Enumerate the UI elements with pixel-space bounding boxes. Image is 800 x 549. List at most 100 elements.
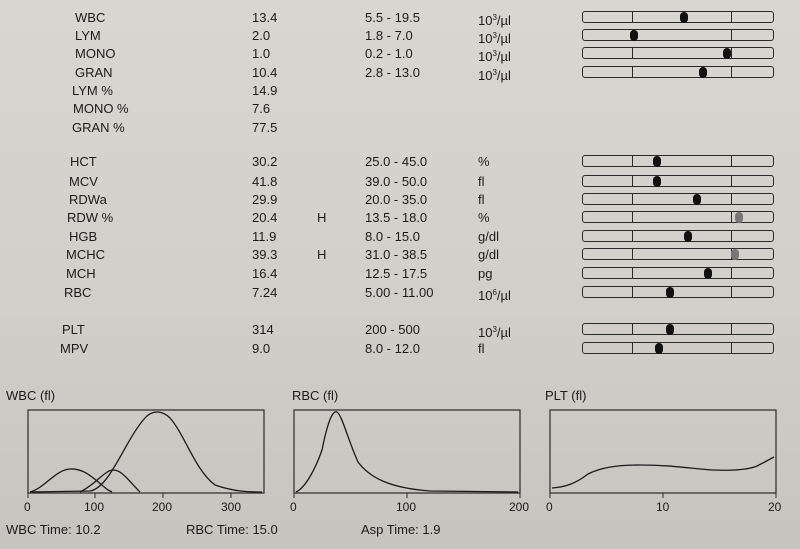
- result-unit: g/dl: [478, 247, 499, 262]
- range-indicator-bar: [582, 286, 774, 298]
- wbc-histogram-frame: [27, 409, 265, 494]
- unit-exponent: 3: [492, 68, 497, 77]
- result-range: 13.5 - 18.0: [365, 210, 428, 225]
- result-unit: 103/µl: [478, 9, 511, 30]
- result-value: 39.3: [252, 247, 278, 262]
- result-row: MONO 1.0 0.2 - 1.0 103/µl: [0, 45, 800, 66]
- unit-base: 10: [478, 288, 493, 303]
- unit-exponent: 6: [492, 288, 497, 297]
- range-high-tick: [731, 176, 732, 186]
- result-row: GRAN 10.4 2.8 - 13.0 103/µl: [0, 64, 800, 83]
- unit-base: 10: [478, 49, 493, 64]
- result-flag: H: [317, 247, 327, 262]
- result-unit: g/dl: [478, 229, 499, 244]
- result-value: 13.4: [252, 10, 278, 25]
- range-marker: [723, 48, 732, 59]
- range-low-tick: [632, 176, 633, 186]
- range-low-tick: [632, 231, 633, 241]
- result-unit: 103/µl: [478, 321, 511, 342]
- result-unit: 106/µl: [478, 284, 511, 305]
- range-indicator-bar: [582, 193, 774, 205]
- result-row: RDWa 29.9 20.0 - 35.0 fl: [0, 191, 800, 209]
- result-value: 2.0: [252, 28, 271, 43]
- plt-tick-20: 20: [768, 500, 782, 514]
- result-name: RDWa: [69, 192, 107, 207]
- unit-exponent: 3: [492, 49, 497, 58]
- range-low-tick: [632, 249, 633, 259]
- range-indicator-bar: [582, 29, 774, 41]
- result-range: 12.5 - 17.5: [365, 266, 428, 281]
- unit-suffix: /µl: [496, 68, 511, 83]
- plt-histogram-title: PLT (fl): [545, 388, 587, 403]
- range-indicator-bar: [582, 211, 774, 223]
- range-marker: [653, 176, 662, 187]
- result-value: 29.9: [252, 192, 278, 207]
- result-range: 2.8 - 13.0: [365, 65, 420, 80]
- result-name: LYM: [75, 28, 101, 43]
- result-value: 1.0: [252, 46, 271, 61]
- range-indicator-bar: [582, 47, 774, 59]
- range-marker: [630, 30, 639, 41]
- result-name: WBC: [75, 10, 106, 25]
- result-unit: pg: [478, 266, 493, 281]
- result-unit: %: [478, 154, 490, 169]
- range-low-tick: [632, 268, 633, 278]
- unit-suffix: /µl: [496, 31, 511, 46]
- range-indicator-bar: [582, 230, 774, 242]
- unit-base: 10: [478, 13, 493, 28]
- range-marker: [683, 231, 692, 242]
- result-unit: 103/µl: [478, 45, 511, 66]
- result-flag: H: [317, 210, 327, 225]
- result-unit: 103/µl: [478, 27, 511, 48]
- result-name: MCHC: [66, 247, 105, 262]
- result-value: 14.9: [252, 83, 278, 98]
- result-name: GRAN: [75, 65, 113, 80]
- range-high-tick: [731, 212, 732, 222]
- result-row: MONO % 7.6: [0, 100, 800, 118]
- result-row: GRAN % 77.5: [0, 119, 800, 137]
- result-name: LYM %: [72, 83, 113, 98]
- asp-time: Asp Time: 1.9: [361, 522, 441, 537]
- result-range: 39.0 - 50.0: [365, 174, 428, 189]
- range-indicator-bar: [582, 66, 774, 78]
- range-indicator-bar: [582, 323, 774, 335]
- result-range: 31.0 - 38.5: [365, 247, 428, 262]
- result-range: 5.00 - 11.00: [365, 285, 434, 300]
- range-low-tick: [632, 12, 633, 22]
- result-name: RDW %: [67, 210, 114, 225]
- result-value: 41.8: [252, 174, 278, 189]
- rbc-histogram-frame: [293, 409, 521, 494]
- result-name: MONO %: [73, 101, 129, 116]
- result-row: MCV 41.8 39.0 - 50.0 fl: [0, 173, 800, 191]
- unit-suffix: /µl: [496, 288, 511, 303]
- range-low-tick: [632, 324, 633, 334]
- plt-tick-10: 10: [656, 500, 670, 514]
- range-low-tick: [632, 194, 633, 204]
- range-high-tick: [731, 156, 732, 166]
- result-row: MCH 16.4 12.5 - 17.5 pg: [0, 265, 800, 283]
- rbc-tick-100: 100: [396, 500, 416, 514]
- result-row: PLT 314 200 - 500 103/µl: [0, 321, 800, 342]
- range-high-tick: [731, 194, 732, 204]
- range-marker: [693, 194, 701, 205]
- result-value: 10.4: [252, 65, 278, 80]
- result-value: 7.24: [252, 285, 278, 300]
- range-marker: [679, 12, 688, 23]
- result-value: 11.9: [252, 229, 277, 244]
- wbc-curve-lym: [29, 468, 113, 493]
- unit-base: 10: [478, 31, 493, 46]
- range-high-tick: [731, 30, 732, 40]
- result-name: MCH: [66, 266, 96, 281]
- plt-tick-0: 0: [546, 500, 553, 514]
- result-name: MONO: [75, 46, 116, 61]
- result-value: 30.2: [252, 154, 278, 169]
- wbc-tick-200: 200: [152, 500, 172, 514]
- range-indicator-bar: [582, 11, 774, 23]
- wbc-curve-gran: [29, 411, 263, 493]
- range-marker: [655, 343, 663, 354]
- wbc-time: WBC Time: 10.2: [6, 522, 101, 537]
- unit-exponent: 3: [492, 13, 497, 22]
- range-indicator-bar: [582, 155, 774, 167]
- unit-base: 10: [478, 68, 493, 83]
